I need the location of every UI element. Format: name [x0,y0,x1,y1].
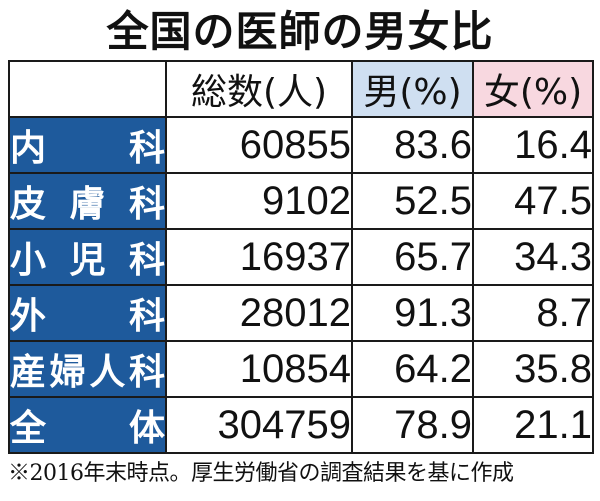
table-row: 産婦人科 10854 64.2 35.8 [8,340,594,398]
cell-female: 8.7 [472,284,594,342]
cell-female: 47.5 [472,172,594,230]
source-note: ※2016年末時点。厚生労働省の調査結果を基に作成 [8,461,514,486]
cell-total: 304759 [165,396,353,454]
header-total: 総数(人) [165,60,353,118]
header-female: 女(%) [472,60,594,118]
cell-female: 34.3 [472,228,594,286]
table-header-row: 総数(人) 男(%) 女(%) [8,60,594,118]
cell-total: 28012 [165,284,353,342]
cell-total: 16937 [165,228,353,286]
cell-male: 52.5 [351,172,474,230]
header-male: 男(%) [351,60,474,118]
page-title: 全国の医師の男女比 [106,7,494,56]
table-row: 全 体 304759 78.9 21.1 [8,396,594,454]
table-row: 皮膚科 9102 52.5 47.5 [8,172,594,230]
header-blank-cell [8,60,167,118]
cell-female: 21.1 [472,396,594,454]
row-label-surgery: 外 科 [8,284,167,342]
cell-male: 64.2 [351,340,474,398]
row-label-obstetrics-gynecology: 産婦人科 [8,340,167,398]
row-label-dermatology: 皮膚科 [8,172,167,230]
cell-total: 10854 [165,340,353,398]
row-label-internal-medicine: 内 科 [8,116,167,174]
cell-female: 35.8 [472,340,594,398]
cell-total: 9102 [165,172,353,230]
cell-total: 60855 [165,116,353,174]
cell-male: 78.9 [351,396,474,454]
table-row: 小児科 16937 65.7 34.3 [8,228,594,286]
cell-female: 16.4 [472,116,594,174]
row-label-overall: 全 体 [8,396,167,454]
table-row: 内 科 60855 83.6 16.4 [8,116,594,174]
table-row: 外 科 28012 91.3 8.7 [8,284,594,342]
cell-male: 65.7 [351,228,474,286]
doctor-gender-ratio-table: 総数(人) 男(%) 女(%) 内 科 60855 83.6 16.4 皮膚科 … [8,60,594,454]
row-label-pediatrics: 小児科 [8,228,167,286]
cell-male: 83.6 [351,116,474,174]
cell-male: 91.3 [351,284,474,342]
